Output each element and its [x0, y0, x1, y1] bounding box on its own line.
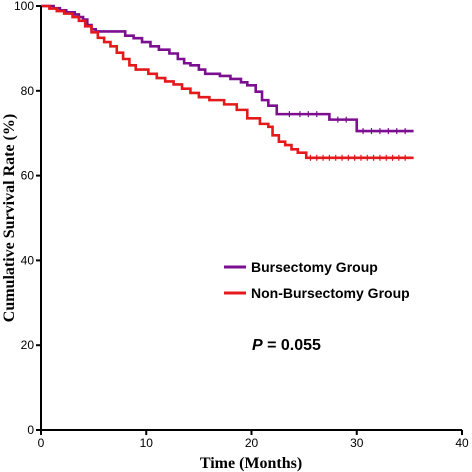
legend-label-non-bursectomy: Non-Bursectomy Group [251, 285, 410, 301]
series-line-bursectomy [41, 4, 414, 133]
y-tick-label: 20 [21, 338, 35, 352]
series-line-non-bursectomy [41, 4, 414, 160]
y-tick-label: 0 [27, 423, 34, 437]
y-tick-label: 100 [14, 0, 34, 13]
plot-marks [41, 4, 414, 161]
x-tick-label: 30 [350, 436, 364, 450]
x-tick-label: 40 [455, 436, 469, 450]
legend: Bursectomy Group Non-Bursectomy Group [224, 259, 410, 301]
x-axis-title: Time (Months) [200, 455, 302, 472]
y-tick-label: 80 [21, 84, 35, 98]
legend-label-bursectomy: Bursectomy Group [251, 259, 378, 275]
x-tick-label: 10 [140, 436, 154, 450]
axes [40, 6, 462, 431]
p-value-annotation: P = 0.055 [252, 337, 321, 354]
x-tick-label: 0 [38, 436, 45, 450]
y-axis-title: Cumulative Survival Rate (%) [1, 114, 18, 322]
y-tick-label: 40 [21, 253, 35, 267]
y-tick-label: 60 [21, 169, 35, 183]
axis-ticks: 0 10 20 30 40 0 20 40 60 80 100 [14, 0, 469, 450]
x-tick-label: 20 [245, 436, 259, 450]
